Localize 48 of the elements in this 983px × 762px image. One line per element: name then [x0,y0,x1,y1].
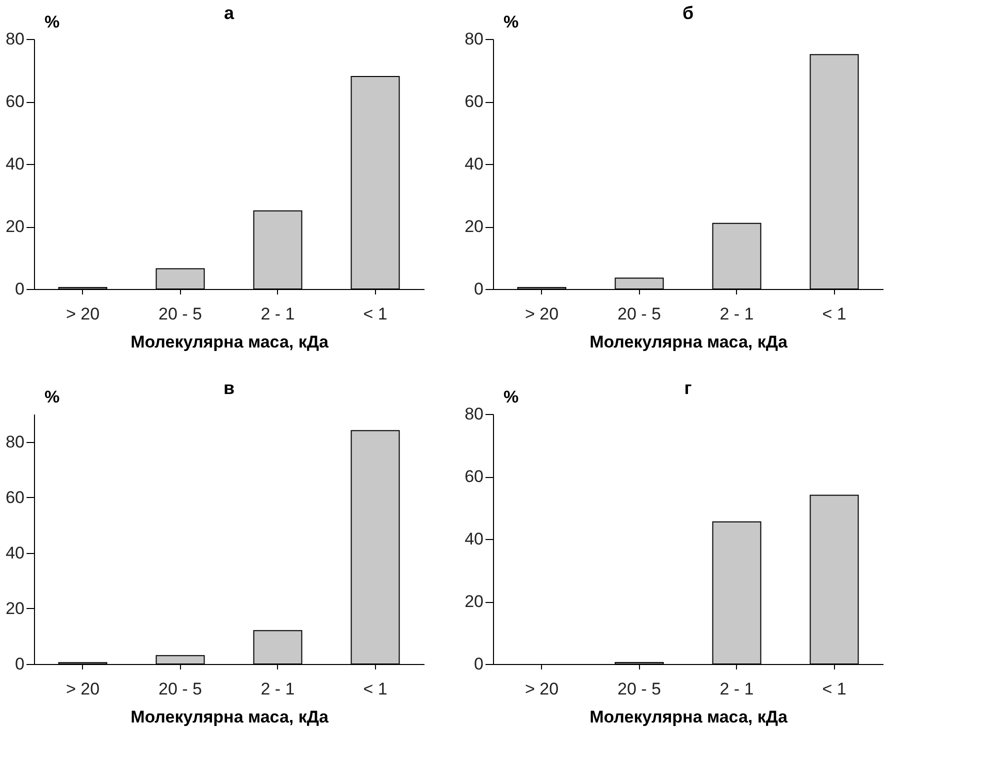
chart-title: г [684,378,692,398]
y-tick-label: 0 [15,654,24,674]
x-axis-title: Молекулярна маса, кДа [130,708,329,726]
chart-title: б [682,3,694,23]
y-tick-label: 40 [464,530,484,548]
x-tick-label: > 20 [66,680,100,698]
y-tick-label: 40 [464,154,484,174]
y-tick-label: 60 [6,488,24,507]
y-axis-title: % [504,388,519,406]
x-axis-title: Молекулярна маса, кДа [590,332,788,352]
x-axis-title: Молекулярна маса, кДа [130,332,329,352]
y-tick-label: 20 [6,217,24,236]
y-tick-label: 40 [6,543,24,562]
y-tick-label: 60 [6,92,24,111]
x-tick-label: > 20 [524,680,559,698]
y-axis-title: % [44,388,60,406]
y-tick-label: 20 [6,598,24,618]
x-tick-label: 20 - 5 [158,304,202,324]
y-tick-label: 60 [464,92,484,111]
y-tick-label: 40 [6,154,24,174]
y-axis-title: % [504,12,519,32]
x-tick-label: 2 - 1 [720,304,754,324]
x-tick-label: < 1 [363,304,388,324]
x-axis-title: Молекулярна маса, кДа [590,708,788,726]
x-tick-label: > 20 [524,304,559,324]
y-tick-label: 20 [464,217,484,236]
y-tick-label: 80 [6,30,24,48]
x-tick-label: < 1 [822,680,846,698]
y-axis-title: % [44,12,60,32]
x-tick-label: 20 - 5 [618,304,661,324]
x-tick-label: 2 - 1 [720,680,754,698]
x-tick-label: > 20 [66,304,100,324]
x-tick-label: 2 - 1 [260,680,295,698]
y-tick-label: 80 [464,404,484,424]
chart-title: а [224,3,235,23]
x-tick-label: 2 - 1 [260,304,295,324]
x-tick-label: < 1 [822,304,846,324]
x-tick-label: < 1 [363,680,388,698]
y-tick-label: 80 [6,432,24,452]
y-tick-label: 20 [464,592,484,611]
chart-title: в [223,378,235,398]
y-tick-label: 0 [474,654,484,674]
y-tick-label: 0 [474,280,484,298]
x-tick-label: 20 - 5 [158,680,202,698]
x-tick-label: 20 - 5 [618,680,661,698]
y-tick-label: 0 [15,280,24,298]
y-tick-label: 80 [464,30,484,48]
y-tick-label: 60 [464,467,484,486]
